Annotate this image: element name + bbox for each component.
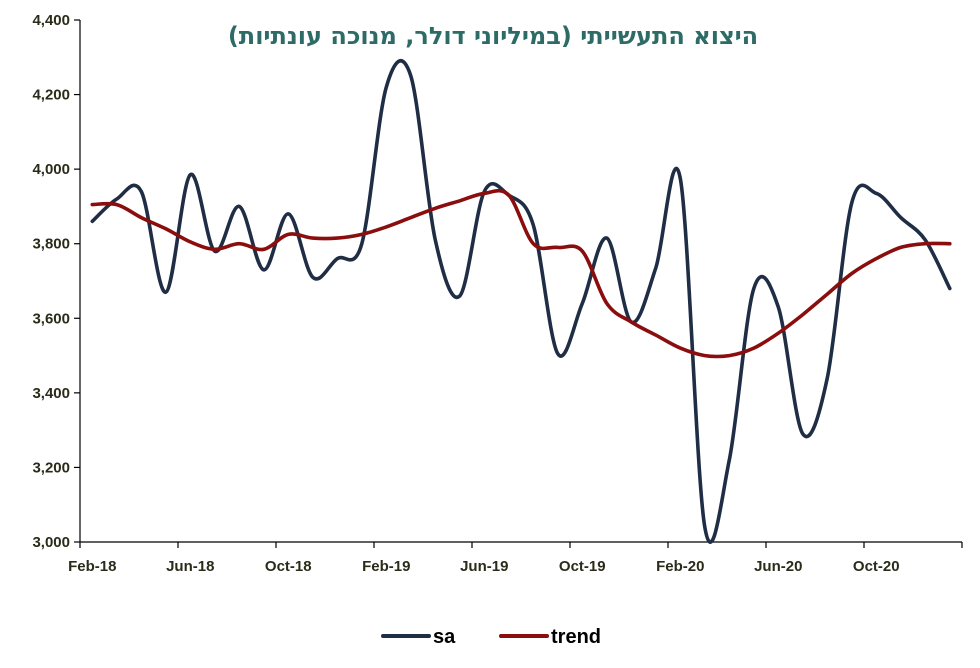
x-tick-label: Oct-20 (853, 558, 900, 575)
x-tick-label: Jun-19 (460, 558, 508, 575)
x-tick-label: Oct-18 (265, 558, 312, 575)
y-tick-label: 4,200 (32, 87, 70, 104)
x-tick-label: Jun-18 (166, 558, 214, 575)
legend-label-sa: sa (433, 626, 456, 648)
chart-title: היצוא התעשייתי (במיליוני דולר, מנוכה עונ… (228, 22, 758, 50)
y-tick-label: 3,400 (32, 385, 70, 402)
x-axis: Feb-18 Jun-18 Oct-18 Feb-19 Jun-19 Oct-19 Feb-… (68, 542, 963, 575)
x-tick-label: Jun-20 (754, 558, 802, 575)
series-line-sa (90, 59, 952, 544)
y-axis: 3,000 3,200 3,400 3,600 3,800 4,000 4,200 4,400 (32, 12, 80, 551)
series-line-trend (90, 188, 952, 359)
y-tick-label: 3,800 (32, 236, 70, 253)
axes (79, 20, 962, 543)
plot-area (90, 59, 952, 544)
y-tick-label: 4,400 (32, 12, 70, 29)
legend: sa trend (381, 626, 601, 648)
y-tick-label: 3,600 (32, 310, 70, 327)
x-tick-label: Feb-18 (68, 558, 116, 575)
x-tick-label: Feb-19 (362, 558, 410, 575)
y-tick-label: 3,000 (32, 534, 70, 551)
legend-label-trend: trend (551, 626, 601, 648)
x-tick-label: Oct-19 (559, 558, 606, 575)
x-tick-label: Feb-20 (656, 558, 704, 575)
y-tick-label: 3,200 (32, 459, 70, 476)
y-tick-label: 4,000 (32, 161, 70, 178)
